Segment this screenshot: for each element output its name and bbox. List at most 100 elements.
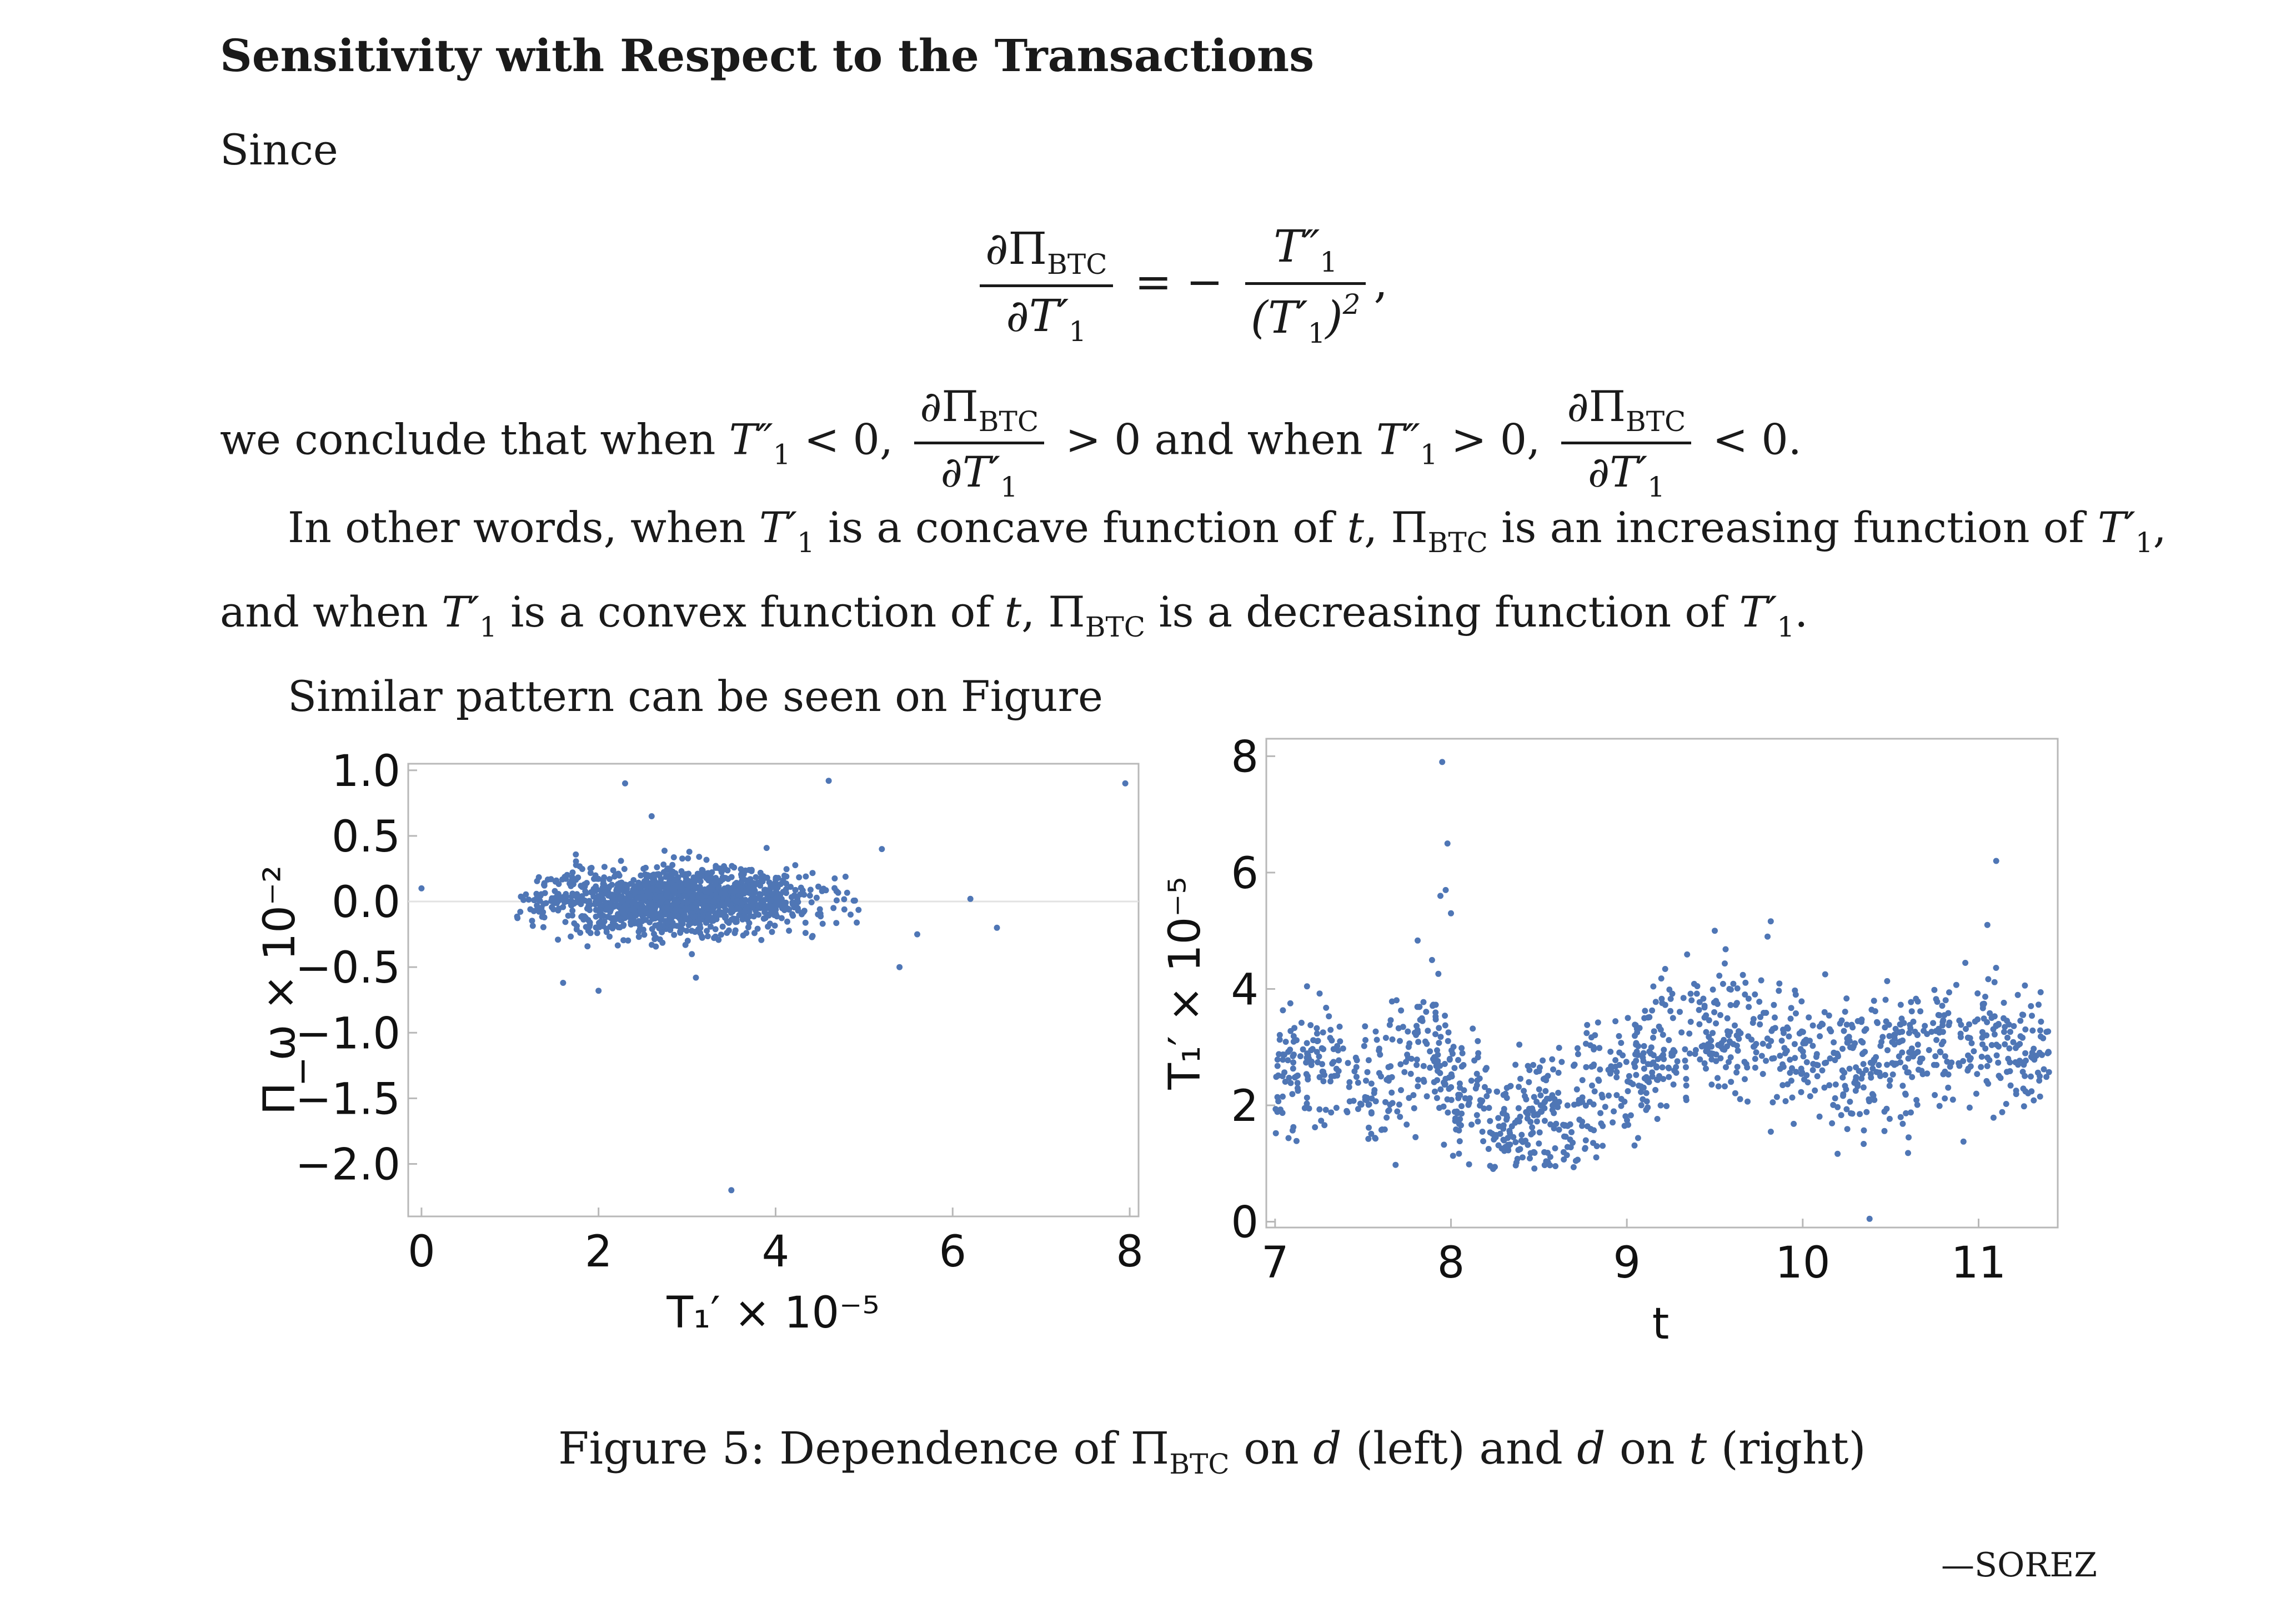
right-data-point [1844, 1035, 1851, 1042]
right-data-point [1350, 1098, 1357, 1104]
right-data-point [1710, 1030, 1716, 1036]
right-data-point [1863, 1066, 1869, 1073]
left-data-point [601, 874, 608, 881]
right-data-point [1769, 1099, 1776, 1106]
right-data-point [1322, 1106, 1329, 1113]
left-data-point [753, 874, 759, 880]
left-data-point [595, 988, 602, 994]
right-data-point [1654, 1116, 1661, 1122]
right-data-point [1968, 1040, 1975, 1046]
right-data-point [1494, 1089, 1501, 1095]
left-data-point [588, 889, 594, 895]
right-data-point [1914, 998, 1921, 1005]
right-data-point [1326, 1013, 1332, 1020]
right-data-point [1857, 1111, 1863, 1118]
right-data-point [2038, 1018, 2044, 1025]
left-data-point [550, 906, 557, 913]
right-data-point [1869, 1065, 1876, 1072]
left-data-point [604, 914, 611, 920]
left-data-point [724, 930, 730, 936]
left-data-point [574, 891, 580, 898]
right-data-point [2014, 991, 2021, 998]
right-data-point [1300, 1046, 1306, 1053]
right-data-point [2037, 1093, 2043, 1100]
right-data-point [1442, 886, 1449, 893]
paragraph-line-2: and when T′1 is a convex function of t, … [220, 591, 1808, 642]
left-data-point [967, 895, 974, 902]
right-data-point [1727, 1002, 1734, 1008]
left-data-point [635, 934, 642, 940]
right-data-point [1798, 998, 1805, 1005]
right-data-point [1789, 1065, 1795, 1071]
para1-text-b: is a concave function of [814, 503, 1347, 552]
left-data-point [648, 908, 655, 914]
left-data-point [740, 871, 747, 878]
right-data-point [1468, 1121, 1475, 1128]
conclusion-text-1: we conclude that when [220, 414, 729, 464]
right-data-point [1897, 1059, 1904, 1066]
right-data-point [1650, 983, 1657, 990]
left-data-point [588, 865, 595, 871]
left-data-point [593, 875, 600, 882]
right-data-point [1809, 1067, 1816, 1073]
right-data-point [1327, 1078, 1334, 1085]
right-data-point [1592, 1032, 1598, 1039]
left-data-point [713, 881, 719, 888]
signature: —SOREZ [1941, 1546, 2097, 1585]
right-y-tick-label: 8 [1231, 732, 1259, 782]
right-data-point [1892, 1025, 1899, 1032]
left-data-point [831, 875, 838, 881]
left-data-point [771, 923, 778, 929]
right-data-point [1902, 1064, 1908, 1071]
right-data-point [1420, 999, 1427, 1005]
right-data-point [1454, 1110, 1461, 1116]
right-data-point [1589, 1082, 1595, 1089]
right-data-point [1290, 1059, 1297, 1066]
conclusion-frac2-numerator: ∂Π [1567, 382, 1626, 431]
left-data-point [681, 911, 688, 918]
right-data-point [1910, 1018, 1917, 1025]
left-data-point [691, 914, 698, 920]
right-data-point [1887, 1077, 1893, 1084]
left-data-point [763, 845, 770, 851]
right-data-point [1448, 1096, 1455, 1103]
left-data-point [685, 855, 691, 861]
right-data-point [1734, 985, 1741, 991]
right-data-point [1413, 1023, 1420, 1029]
left-data-point [587, 870, 594, 876]
right-data-point [1730, 980, 1737, 987]
left-data-point [774, 913, 780, 920]
right-data-point [1487, 1118, 1493, 1124]
right-data-point [1771, 1001, 1777, 1008]
right-data-point [2036, 1078, 2043, 1084]
left-data-point [601, 918, 608, 925]
right-data-point [1486, 1088, 1492, 1094]
right-data-point [1431, 1079, 1437, 1085]
caption-sub: BTC [1169, 1448, 1230, 1480]
right-data-point [1827, 1055, 1833, 1062]
right-data-point [2001, 1029, 2007, 1035]
conclusion-fraction-1: ∂ΠBTC ∂T′1 [914, 383, 1045, 503]
right-data-point [2013, 1091, 2019, 1098]
equation-rhs-numerator: T″ [1274, 221, 1320, 272]
right-data-point [2014, 1042, 2021, 1049]
left-data-point [830, 905, 837, 911]
conclusion-cond1-relation: < 0, [790, 414, 907, 464]
right-data-point [1706, 1034, 1712, 1040]
left-scatter-chart: 0 2 4 6 8 1.0 0.5 0.0 −0.5 −1.0 −1.5 −2.0 T₁′ × 10⁻⁵… [255, 747, 1144, 1338]
right-data-point [1746, 1004, 1752, 1010]
right-data-point [1749, 1020, 1756, 1026]
right-data-point [1696, 1021, 1703, 1028]
left-data-point [693, 974, 699, 981]
right-data-point [1512, 1061, 1519, 1068]
right-data-point [1651, 1028, 1657, 1035]
right-data-point [1457, 1084, 1463, 1091]
right-data-point [1457, 1116, 1463, 1123]
right-data-point [1897, 1001, 1904, 1008]
right-data-point [1309, 1058, 1315, 1065]
right-data-point [1670, 1015, 1676, 1021]
right-data-point [1839, 1074, 1846, 1081]
right-data-point [1966, 1021, 1972, 1028]
right-data-point [2006, 1045, 2013, 1051]
